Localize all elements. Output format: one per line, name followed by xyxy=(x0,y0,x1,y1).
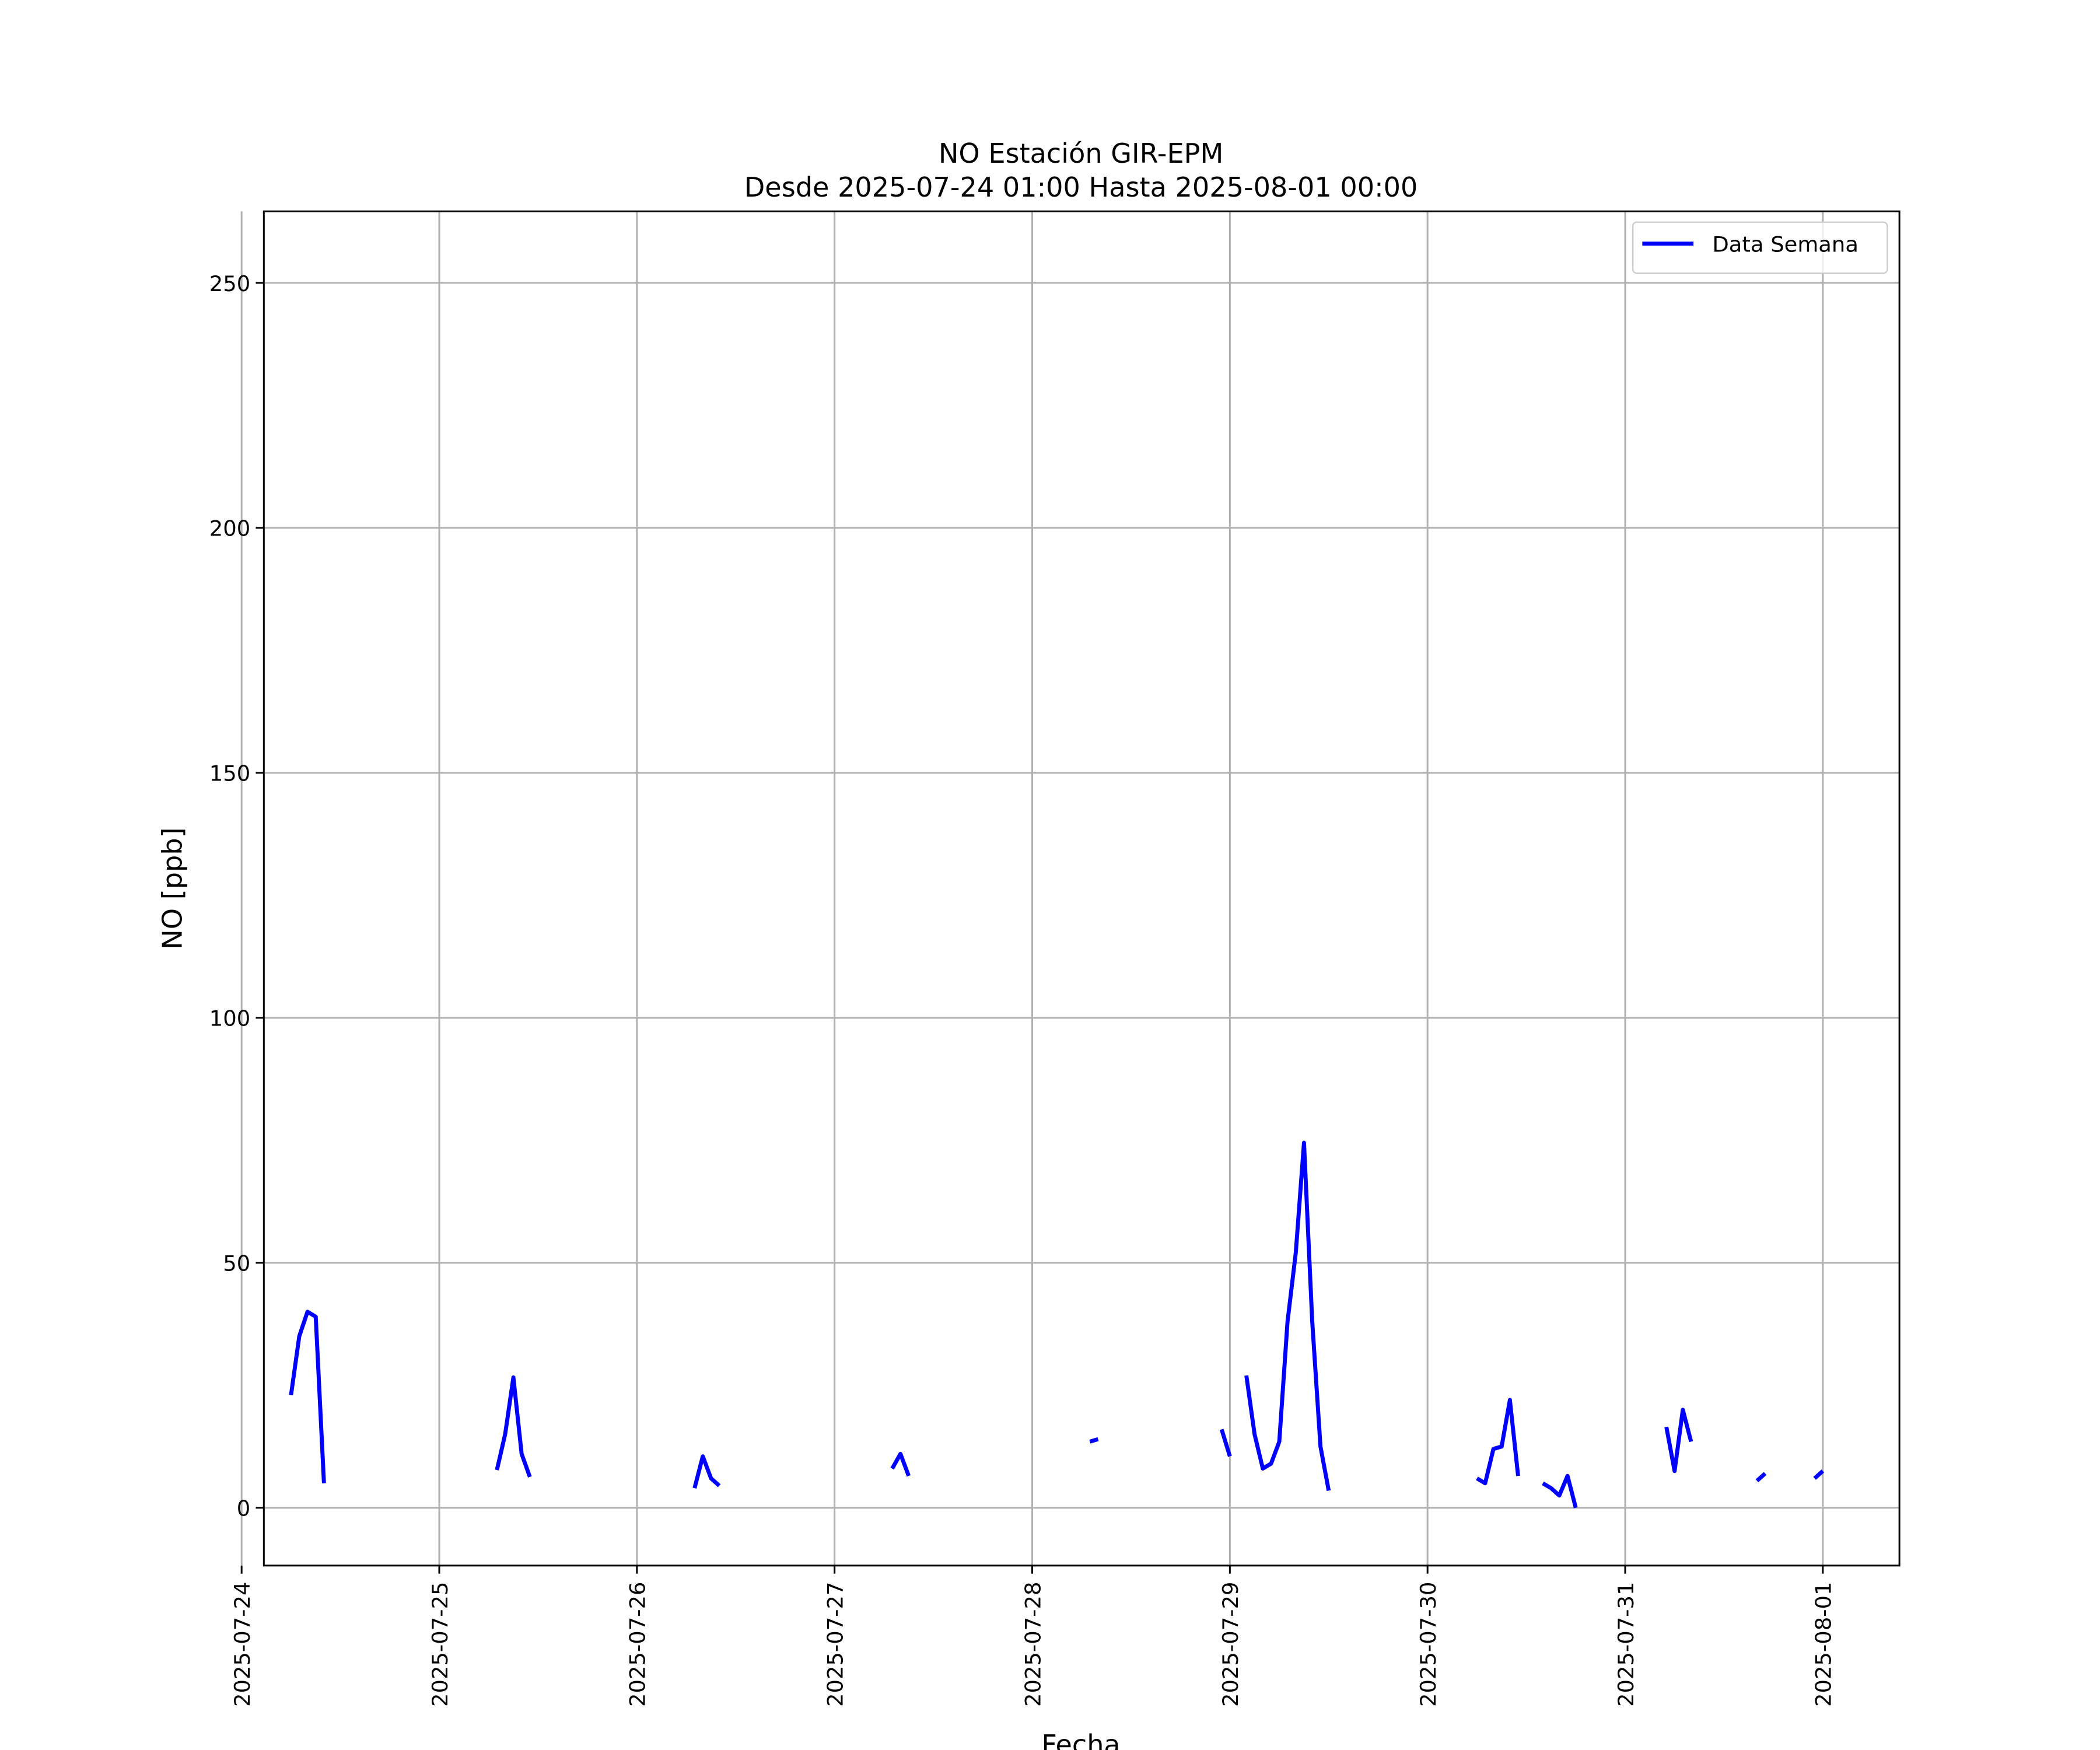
legend-label: Data Semana xyxy=(1712,232,1859,257)
x-tick-label: 2025-07-29 xyxy=(1218,1582,1243,1707)
x-tick-label: 2025-07-28 xyxy=(1020,1582,1045,1707)
x-tick-label: 2025-07-25 xyxy=(428,1582,453,1707)
y-tick-label: 100 xyxy=(209,1006,250,1031)
x-tick-label: 2025-07-27 xyxy=(823,1582,848,1707)
grid xyxy=(240,211,1900,1566)
ticks: 0 50 100 150 200 250 2025-07-24 2025-07-25 2025-… xyxy=(209,271,1836,1707)
x-axis-label: Fecha xyxy=(1041,1729,1120,1750)
x-tick-label: 2025-07-31 xyxy=(1614,1582,1639,1707)
legend: Data Semana xyxy=(1632,221,1888,274)
y-tick-label: 250 xyxy=(209,271,250,296)
plot-area xyxy=(289,1140,1825,1508)
y-tick-label: 0 xyxy=(237,1496,250,1521)
x-tick-label: 2025-07-24 xyxy=(230,1582,255,1707)
data-line xyxy=(289,1140,1825,1508)
axes-frame xyxy=(262,210,1901,1567)
y-tick-label: 50 xyxy=(223,1251,250,1276)
chart-title: NO Estación GIR-EPM xyxy=(939,138,1223,169)
x-tick-label: 2025-07-26 xyxy=(625,1582,650,1707)
y-axis-label: NO [ppb] xyxy=(157,827,188,949)
x-tick-label: 2025-07-30 xyxy=(1416,1582,1441,1707)
x-tick-label: 2025-08-01 xyxy=(1811,1582,1836,1707)
y-tick-label: 150 xyxy=(209,761,250,786)
y-tick-label: 200 xyxy=(209,516,250,541)
chart-subtitle: Desde 2025-07-24 01:00 Hasta 2025-08-01 … xyxy=(744,172,1418,203)
legend-box xyxy=(1632,221,1888,274)
